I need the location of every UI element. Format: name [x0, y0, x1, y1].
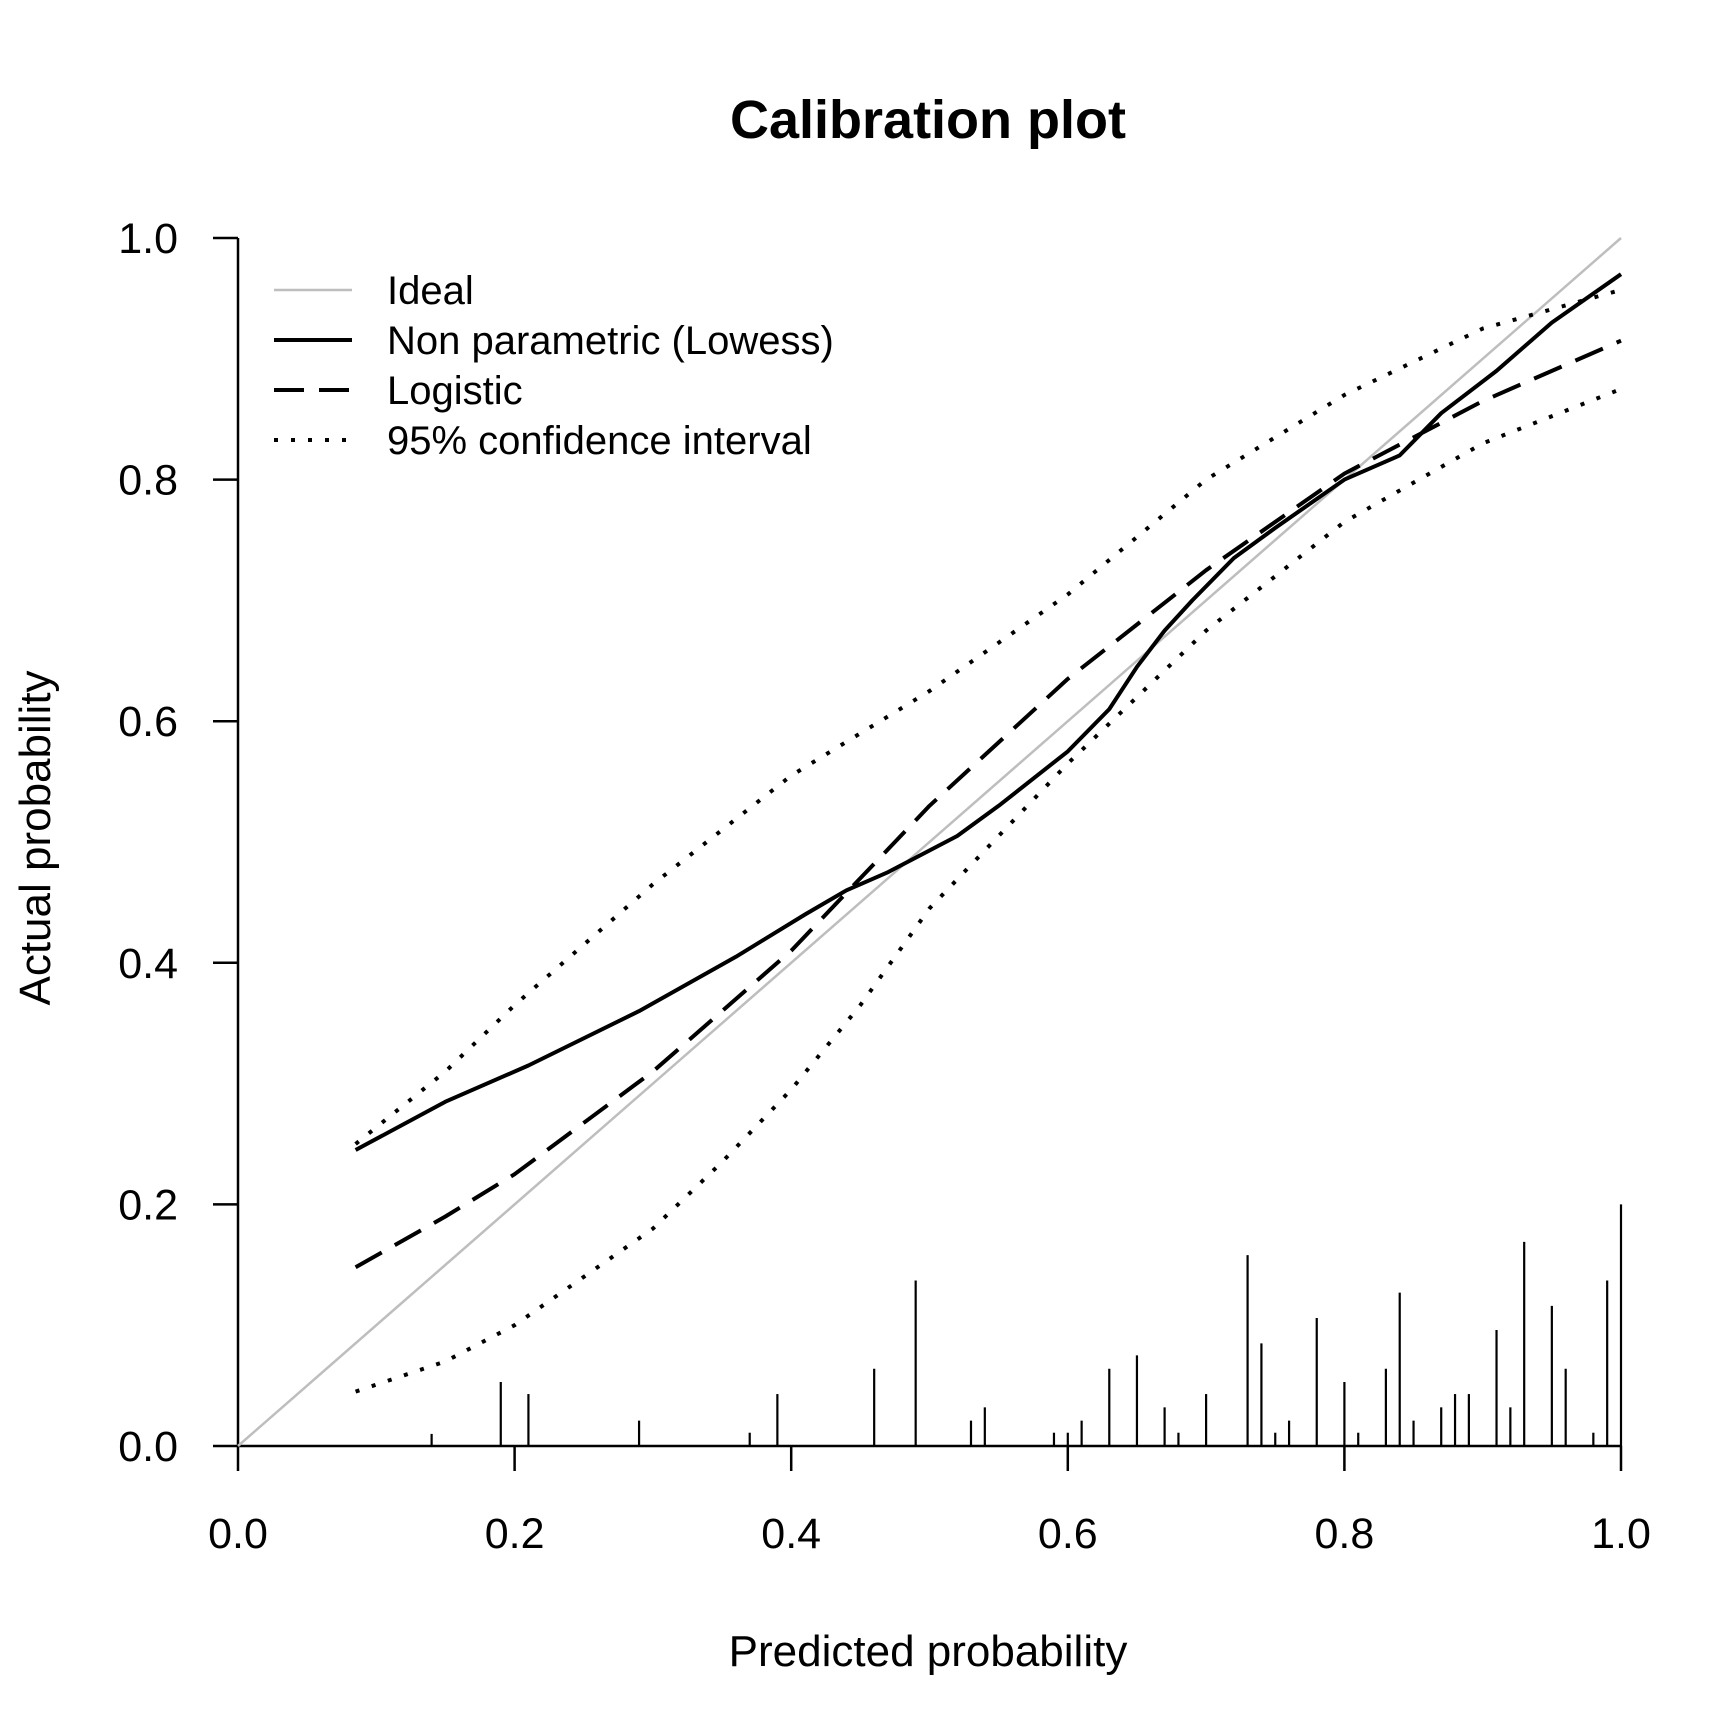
series-lines [237, 237, 1623, 1447]
chart-title: Calibration plot [730, 90, 1126, 150]
series-line-ideal [237, 237, 1622, 1447]
y-tick-label: 0.6 [118, 698, 178, 746]
x-tick-label: 0.4 [761, 1510, 821, 1558]
legend-label: Logistic [387, 369, 523, 413]
y-tick-label: 0.8 [118, 457, 178, 505]
series-line-non-parametric-lowess [354, 272, 1623, 1152]
legend: Ideal Non parametric (Lowess) Logistic 95% … [274, 269, 834, 463]
x-axis-title: Predicted probability [729, 1627, 1128, 1676]
y-axis-title: Actual probability [11, 670, 60, 1005]
x-axis: 0.0 0.2 0.4 0.6 0.8 1.0 [208, 1444, 1651, 1558]
y-tick-label: 0.4 [118, 940, 178, 988]
legend-label: Non parametric (Lowess) [387, 319, 834, 363]
x-tick-label: 0.2 [485, 1510, 545, 1558]
x-tick-label: 0.8 [1315, 1510, 1375, 1558]
legend-label: Ideal [387, 269, 474, 313]
series-line-95-confidence-interval-lower [354, 387, 1622, 1394]
legend-label: 95% confidence interval [387, 419, 812, 463]
series-line-95-confidence-interval-upper [354, 287, 1622, 1146]
x-tick-label: 0.6 [1038, 1510, 1098, 1558]
y-tick-label: 0.2 [118, 1181, 178, 1229]
y-axis: 0.0 0.2 0.4 0.6 0.8 1.0 [118, 215, 240, 1471]
x-tick-label: 0.0 [208, 1510, 268, 1558]
series-line-logistic [354, 338, 1622, 1269]
y-tick-label: 1.0 [118, 215, 178, 263]
rug-marks [430, 1204, 1623, 1446]
y-tick-label: 0.0 [118, 1423, 178, 1471]
x-tick-label: 1.0 [1591, 1510, 1651, 1558]
